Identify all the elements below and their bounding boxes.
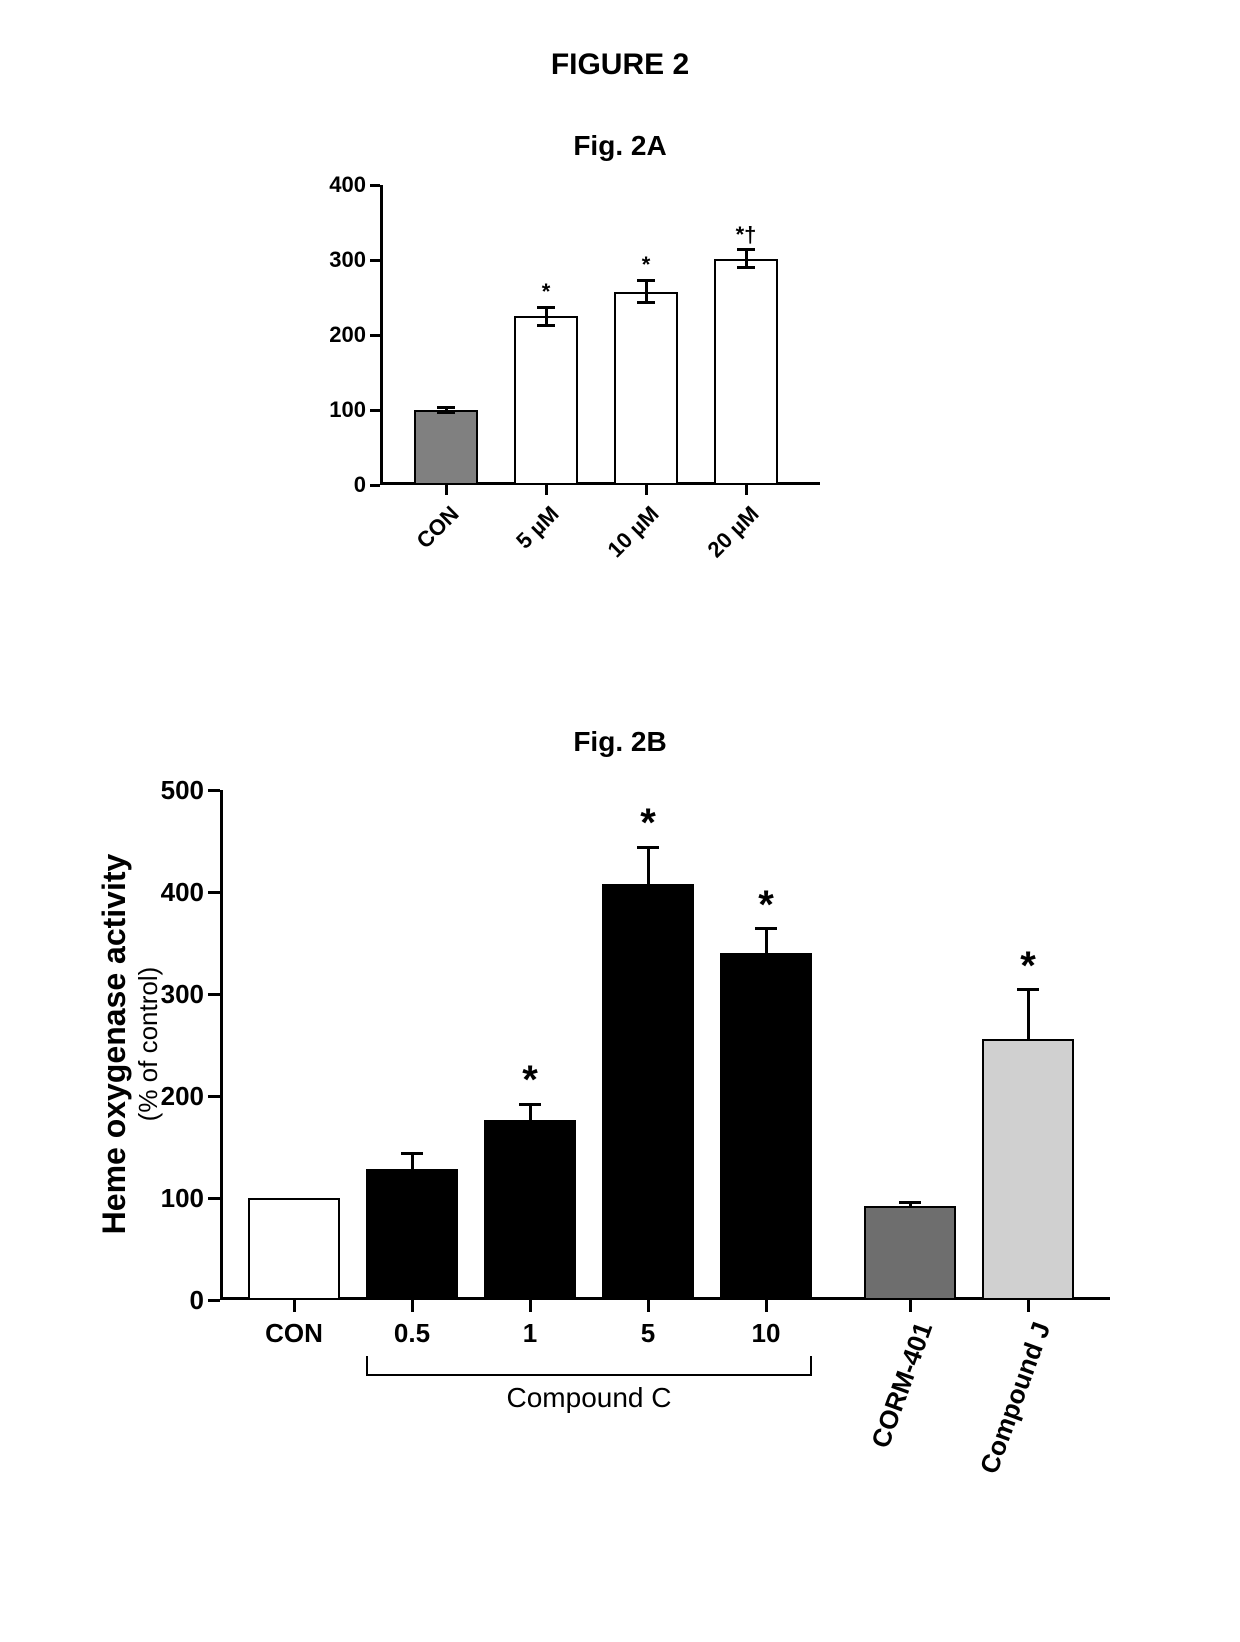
group-bracket [366, 1356, 812, 1376]
y-axis [220, 790, 223, 1300]
x-tick [545, 485, 548, 495]
x-tick [765, 1300, 768, 1312]
y-tick [208, 1095, 220, 1098]
x-label: CON [411, 501, 464, 554]
bar [614, 292, 678, 486]
figure-page: { "main_title": { "text": "FIGURE 2", "f… [0, 0, 1240, 1642]
ylabel-sub: (% of control) [133, 794, 164, 1294]
error-stem [411, 1153, 414, 1169]
bar [366, 1169, 458, 1300]
x-tick [647, 1300, 650, 1312]
x-label: 1 [470, 1318, 590, 1349]
bar [248, 1198, 340, 1300]
error-stem [647, 847, 650, 884]
bar [714, 259, 778, 486]
error-stem [1027, 990, 1030, 1039]
x-label: 10 [706, 1318, 826, 1349]
y-tick-label: 300 [286, 247, 366, 273]
y-tick-label: 200 [124, 1081, 204, 1112]
error-cap [637, 301, 655, 304]
y-tick [208, 891, 220, 894]
error-cap [537, 324, 555, 327]
y-axis [380, 185, 383, 485]
x-label: Compound J [974, 1318, 1057, 1478]
error-cap [437, 406, 455, 409]
y-tick [208, 1299, 220, 1302]
error-cap [899, 1201, 921, 1204]
y-tick [208, 1197, 220, 1200]
significance-marker: *† [706, 222, 786, 248]
ylabel-main: Heme oxygenase activity [96, 794, 133, 1294]
bar [514, 316, 578, 485]
y-tick [370, 259, 380, 262]
bar [720, 953, 812, 1300]
fig-2b-chart: 0100200300400500CON0.5*1*5*10CORM-401*Co… [220, 790, 1110, 1300]
y-tick [370, 334, 380, 337]
significance-marker: * [506, 279, 586, 305]
x-tick [411, 1300, 414, 1312]
error-cap [537, 306, 555, 309]
figure-main-title: FIGURE 2 [0, 48, 1240, 82]
y-tick [370, 184, 380, 187]
x-tick [745, 485, 748, 495]
error-stem [645, 280, 648, 303]
x-label: CORM-401 [865, 1318, 939, 1452]
y-tick [370, 484, 380, 487]
x-label: CON [234, 1318, 354, 1349]
y-tick-label: 400 [286, 172, 366, 198]
significance-marker: * [726, 883, 806, 928]
x-tick [445, 485, 448, 495]
significance-marker: * [490, 1058, 570, 1103]
x-label: 5 [588, 1318, 708, 1349]
x-tick [1027, 1300, 1030, 1312]
x-label: 20 µM [702, 501, 764, 563]
y-tick-label: 200 [286, 322, 366, 348]
fig-2a-title: Fig. 2A [0, 130, 1240, 162]
error-stem [529, 1104, 532, 1120]
bar [864, 1206, 956, 1300]
y-tick-label: 500 [124, 775, 204, 806]
bar [484, 1120, 576, 1300]
error-cap [437, 411, 455, 414]
y-tick-label: 300 [124, 979, 204, 1010]
significance-marker: * [608, 801, 688, 846]
x-tick [909, 1300, 912, 1312]
error-stem [765, 929, 768, 953]
x-tick [529, 1300, 532, 1312]
bar [602, 884, 694, 1300]
error-stem [745, 250, 748, 268]
fig-2b-ylabel: Heme oxygenase activity (% of control) [96, 794, 164, 1294]
bar [414, 410, 478, 485]
error-cap [637, 279, 655, 282]
error-cap [401, 1152, 423, 1155]
error-cap [737, 266, 755, 269]
significance-marker: * [606, 252, 686, 278]
x-tick [293, 1300, 296, 1312]
fig-2a-chart: 0100200300400CON*5 µM*10 µM*†20 µM [380, 185, 820, 485]
y-tick-label: 100 [286, 397, 366, 423]
y-tick [370, 409, 380, 412]
error-stem [545, 307, 548, 325]
y-tick-label: 400 [124, 877, 204, 908]
x-label: 0.5 [352, 1318, 472, 1349]
y-tick-label: 100 [124, 1183, 204, 1214]
bar [982, 1039, 1074, 1300]
y-tick [208, 993, 220, 996]
x-tick [645, 485, 648, 495]
fig-2b-title: Fig. 2B [0, 726, 1240, 758]
y-tick-label: 0 [286, 472, 366, 498]
x-label: 5 µM [511, 501, 564, 554]
x-label: 10 µM [602, 501, 664, 563]
significance-marker: * [988, 944, 1068, 989]
error-cap [737, 248, 755, 251]
y-tick [208, 789, 220, 792]
y-tick-label: 0 [124, 1285, 204, 1316]
group-bracket-label: Compound C [366, 1382, 812, 1414]
